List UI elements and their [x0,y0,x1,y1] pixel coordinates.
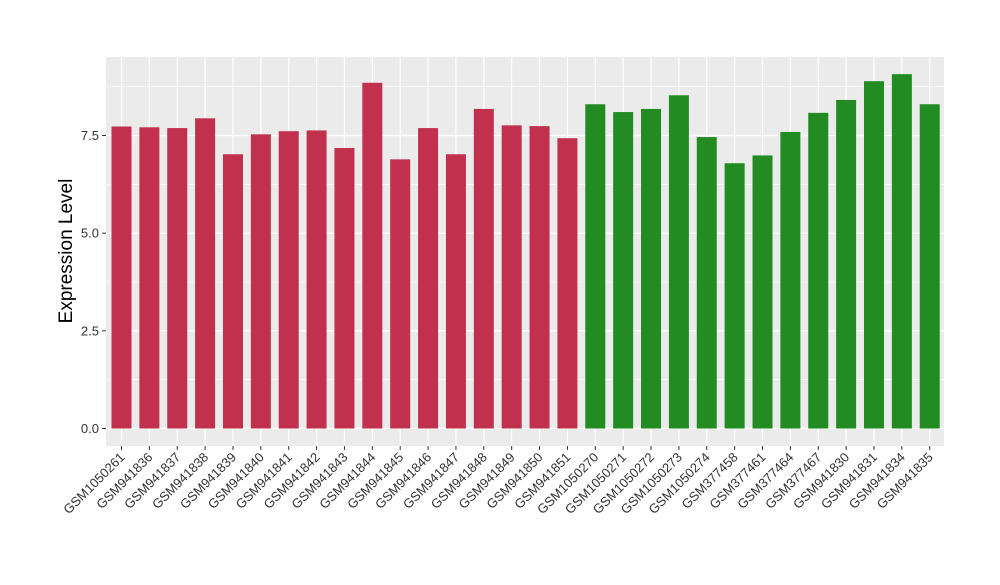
bar-GSM941831 [863,81,884,429]
bar-GSM941837 [167,128,188,429]
bar-GSM941849 [501,125,522,429]
bar-GSM941838 [195,118,216,429]
bar-GSM941839 [222,154,243,429]
bar-GSM377467 [808,112,829,429]
bar-GSM1050274 [696,137,717,429]
y-tick-label: 7.5 [81,128,99,143]
bar-GSM941834 [891,74,912,429]
bar-GSM941851 [557,138,578,429]
bar-GSM377458 [724,163,745,429]
bar-GSM941835 [919,104,940,429]
y-axis-label: Expression Level [56,179,77,324]
bar-GSM1050272 [641,108,662,429]
x-axis: GSM1050261GSM941836GSM941837GSM941838GSM… [60,446,936,517]
y-tick-label: 5.0 [81,226,99,241]
bar-GSM941847 [445,154,466,429]
y-tick-label: 2.5 [81,323,99,338]
bar-GSM941836 [139,127,160,429]
bars [111,74,940,429]
bar-GSM1050270 [585,104,606,429]
bar-GSM1050271 [613,112,634,429]
y-tick-label: 0.0 [81,421,99,436]
bar-GSM941845 [390,159,411,429]
bar-GSM941830 [836,99,857,429]
bar-GSM941848 [473,108,494,429]
y-axis: 0.0 2.5 5.0 7.5 [81,128,106,436]
bar-GSM1050273 [668,95,689,429]
bar-GSM941840 [250,134,271,429]
bar-GSM377464 [780,131,801,429]
bar-GSM941850 [529,126,550,429]
bar-GSM1050261 [111,126,132,429]
bar-GSM941843 [334,148,355,429]
bar-GSM941846 [418,128,439,429]
bar-GSM941842 [306,130,327,429]
bar-GSM941844 [362,82,383,429]
bar-GSM941841 [278,131,299,429]
plot-panel [106,57,944,446]
bar-GSM377461 [752,155,773,429]
